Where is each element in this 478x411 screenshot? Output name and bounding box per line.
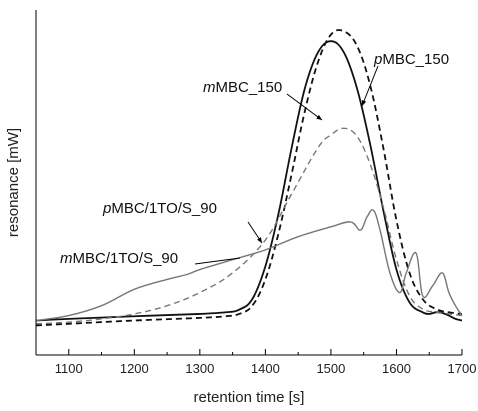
series-line-2 [35, 29, 463, 327]
annotation-label-1: mMBC_150 [203, 79, 282, 96]
annotation-pointer-1 [286, 93, 323, 121]
x-tick-label: 1300 [185, 361, 214, 376]
series-line-3 [35, 127, 463, 325]
annotation-pointer-4 [194, 257, 241, 265]
annotation-prefix: p [373, 51, 382, 68]
series-line-4 [35, 209, 463, 322]
annotation-rest: MBC/1TO/S_90 [111, 200, 217, 217]
series-layer [35, 29, 463, 327]
annotation-rest: MBC/1TO/S_90 [73, 250, 179, 267]
annotation-prefix: m [203, 79, 216, 96]
y-axis-label: resonance [mW] [5, 128, 22, 237]
annotation-rest: MBC_150 [382, 51, 449, 68]
x-tick-label: 1200 [120, 361, 149, 376]
annotation-arrowhead-1 [316, 114, 322, 120]
annotation-arrowhead-2 [361, 100, 367, 106]
axes-layer: 1100 1200 1300 1400 1500 1600 1700 [35, 10, 477, 376]
annotation-label-3: pMBC/1TO/S_90 [102, 200, 217, 217]
annotation-pointer-2 [361, 65, 379, 107]
x-tick-label: 1400 [251, 361, 280, 376]
annotation-rest: MBC_150 [216, 79, 283, 96]
x-tick-label: 1100 [55, 361, 83, 376]
x-tick-label: 1600 [382, 361, 411, 376]
series-line-1 [35, 40, 463, 322]
annotation-arrowhead-3 [256, 237, 262, 243]
annotation-prefix: m [60, 250, 73, 267]
x-axis-label: retention time [s] [194, 389, 305, 406]
annotation-prefix: p [102, 200, 111, 217]
annotation-label-4: mMBC/1TO/S_90 [60, 250, 178, 267]
x-tick-label: 1700 [448, 361, 477, 376]
annotation-layer: mMBC_150pMBC_150pMBC/1TO/S_90mMBC/1TO/S_… [60, 51, 449, 267]
x-tick-label: 1500 [316, 361, 345, 376]
annotation-label-2: pMBC_150 [373, 51, 449, 68]
